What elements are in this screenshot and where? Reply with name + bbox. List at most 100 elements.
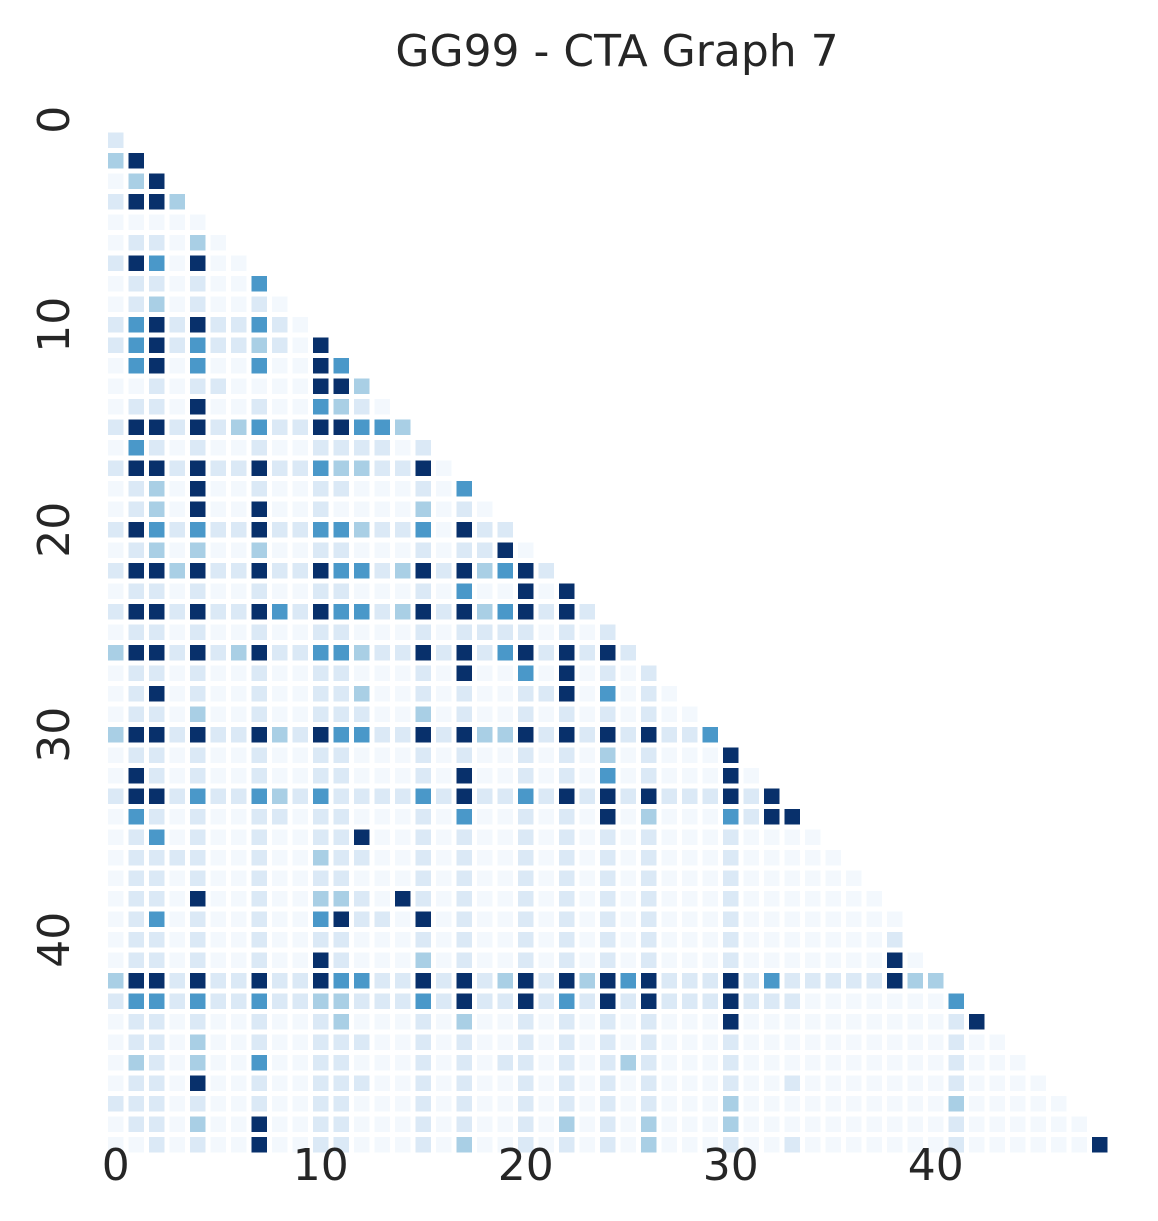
- heatmap-cell-r21-c13: [374, 542, 390, 558]
- heatmap-cell-r47-c12: [354, 1075, 370, 1091]
- heatmap-cell-r32-c22: [559, 768, 575, 784]
- heatmap-cell-r12-c8: [272, 358, 288, 374]
- heatmap-cell-r30-c1: [128, 727, 144, 743]
- heatmap-cell-r44-c0: [108, 1014, 124, 1030]
- heatmap-cell-r27-c16: [436, 665, 452, 681]
- heatmap-cell-r23-c5: [210, 583, 226, 599]
- heatmap-cell-r31-c7: [251, 747, 267, 763]
- heatmap-cell-r49-c11: [333, 1116, 349, 1132]
- heatmap-cell-r30-c3: [169, 727, 185, 743]
- heatmap-cell-r34-c8: [272, 809, 288, 825]
- heatmap-cell-r39-c18: [477, 911, 493, 927]
- heatmap-cell-r36-c27: [661, 850, 677, 866]
- heatmap-cell-r36-c33: [784, 850, 800, 866]
- heatmap-cell-r48-c24: [600, 1096, 616, 1112]
- heatmap-cell-r43-c34: [805, 993, 821, 1009]
- heatmap-cell-r34-c16: [436, 809, 452, 825]
- heatmap-cell-r42-c9: [292, 973, 308, 989]
- heatmap-cell-r44-c26: [641, 1014, 657, 1030]
- heatmap-cell-r50-c44: [1010, 1137, 1026, 1153]
- heatmap-cell-r33-c20: [518, 788, 534, 804]
- heatmap-cell-r20-c2: [149, 522, 165, 538]
- heatmap-cell-r48-c45: [1030, 1096, 1046, 1112]
- heatmap-cell-r30-c9: [292, 727, 308, 743]
- heatmap-cell-r25-c21: [538, 624, 554, 640]
- heatmap-cell-r42-c29: [702, 973, 718, 989]
- heatmap-cell-r43-c21: [538, 993, 554, 1009]
- heatmap-cell-r49-c20: [518, 1116, 534, 1132]
- heatmap-cell-r39-c10: [313, 911, 329, 927]
- heatmap-cell-r34-c31: [743, 809, 759, 825]
- heatmap-cell-r40-c29: [702, 932, 718, 948]
- heatmap-cell-r29-c10: [313, 706, 329, 722]
- heatmap-cell-r43-c2: [149, 993, 165, 1009]
- heatmap-cell-r24-c7: [251, 604, 267, 620]
- heatmap-cell-r35-c14: [395, 829, 411, 845]
- heatmap-cell-r41-c26: [641, 952, 657, 968]
- heatmap-cell-r42-c38: [887, 973, 903, 989]
- heatmap-cell-r23-c10: [313, 583, 329, 599]
- heatmap-cell-r11-c3: [169, 337, 185, 353]
- heatmap-cell-r41-c24: [600, 952, 616, 968]
- heatmap-cell-r40-c6: [231, 932, 247, 948]
- heatmap-cell-r49-c28: [682, 1116, 698, 1132]
- heatmap-cell-r39-c12: [354, 911, 370, 927]
- y-tick-label: 0: [29, 106, 80, 134]
- heatmap-cell-r15-c1: [128, 419, 144, 435]
- heatmap-cell-r37-c20: [518, 870, 534, 886]
- heatmap-cell-r39-c14: [395, 911, 411, 927]
- heatmap-cell-r50-c23: [579, 1137, 595, 1153]
- heatmap-cell-r31-c30: [723, 747, 739, 763]
- heatmap-cell-r47-c26: [641, 1075, 657, 1091]
- heatmap-cell-r15-c10: [313, 419, 329, 435]
- heatmap-cell-r26-c2: [149, 645, 165, 661]
- heatmap-cell-r23-c17: [456, 583, 472, 599]
- heatmap-cell-r30-c0: [108, 727, 124, 743]
- heatmap-cell-r46-c32: [764, 1055, 780, 1071]
- heatmap-cell-r45-c40: [928, 1034, 944, 1050]
- heatmap-cell-r36-c35: [825, 850, 841, 866]
- heatmap-cell-r35-c4: [190, 829, 206, 845]
- heatmap-cell-r18-c13: [374, 481, 390, 497]
- heatmap-cell-r25-c1: [128, 624, 144, 640]
- heatmap-cell-r36-c30: [723, 850, 739, 866]
- heatmap-cell-r9-c8: [272, 296, 288, 312]
- heatmap-cell-r42-c27: [661, 973, 677, 989]
- heatmap-cell-r36-c10: [313, 850, 329, 866]
- heatmap-cell-r30-c16: [436, 727, 452, 743]
- heatmap-cell-r5-c0: [108, 214, 124, 230]
- heatmap-cell-r50-c4: [190, 1137, 206, 1153]
- heatmap-cell-r28-c24: [600, 686, 616, 702]
- heatmap-cell-r35-c25: [620, 829, 636, 845]
- heatmap-cell-r43-c13: [374, 993, 390, 1009]
- heatmap-cell-r26-c8: [272, 645, 288, 661]
- heatmap-cell-r45-c29: [702, 1034, 718, 1050]
- heatmap-cell-r10-c1: [128, 317, 144, 333]
- heatmap-cell-r27-c17: [456, 665, 472, 681]
- heatmap-cell-r27-c23: [579, 665, 595, 681]
- heatmap-cell-r26-c1: [128, 645, 144, 661]
- heatmap-cell-r21-c10: [313, 542, 329, 558]
- heatmap-cell-r46-c15: [415, 1055, 431, 1071]
- heatmap-cell-r46-c38: [887, 1055, 903, 1071]
- heatmap-cell-r15-c14: [395, 419, 411, 435]
- heatmap-cell-r34-c10: [313, 809, 329, 825]
- heatmap-cell-r27-c3: [169, 665, 185, 681]
- heatmap-cell-r16-c4: [190, 440, 206, 456]
- heatmap-cell-r28-c22: [559, 686, 575, 702]
- heatmap-cell-r45-c4: [190, 1034, 206, 1050]
- heatmap-cell-r45-c8: [272, 1034, 288, 1050]
- heatmap-cell-r40-c25: [620, 932, 636, 948]
- heatmap-cell-r38-c0: [108, 891, 124, 907]
- heatmap-cell-r44-c27: [661, 1014, 677, 1030]
- heatmap-cell-r46-c6: [231, 1055, 247, 1071]
- heatmap-cell-r38-c11: [333, 891, 349, 907]
- heatmap-cell-r29-c15: [415, 706, 431, 722]
- heatmap-cell-r41-c18: [477, 952, 493, 968]
- heatmap-cell-r47-c34: [805, 1075, 821, 1091]
- heatmap-cell-r33-c12: [354, 788, 370, 804]
- heatmap-cell-r40-c14: [395, 932, 411, 948]
- heatmap-cell-r45-c10: [313, 1034, 329, 1050]
- heatmap-cell-r47-c23: [579, 1075, 595, 1091]
